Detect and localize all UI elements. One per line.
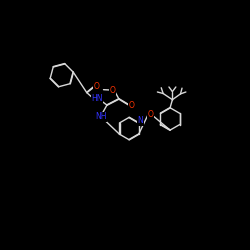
Text: O: O [94, 82, 99, 91]
Text: NH: NH [95, 112, 106, 121]
Text: O: O [147, 110, 153, 119]
Text: N: N [138, 116, 143, 125]
Text: HN: HN [92, 94, 103, 103]
Text: O: O [110, 86, 115, 94]
Text: O: O [129, 101, 134, 110]
